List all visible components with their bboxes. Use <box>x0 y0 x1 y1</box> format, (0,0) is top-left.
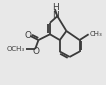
Text: O: O <box>25 31 32 40</box>
Text: CH₃: CH₃ <box>89 31 102 37</box>
Text: N: N <box>52 11 59 20</box>
Text: O: O <box>32 47 39 56</box>
Text: OCH₃: OCH₃ <box>7 46 25 52</box>
Text: H: H <box>52 3 59 12</box>
